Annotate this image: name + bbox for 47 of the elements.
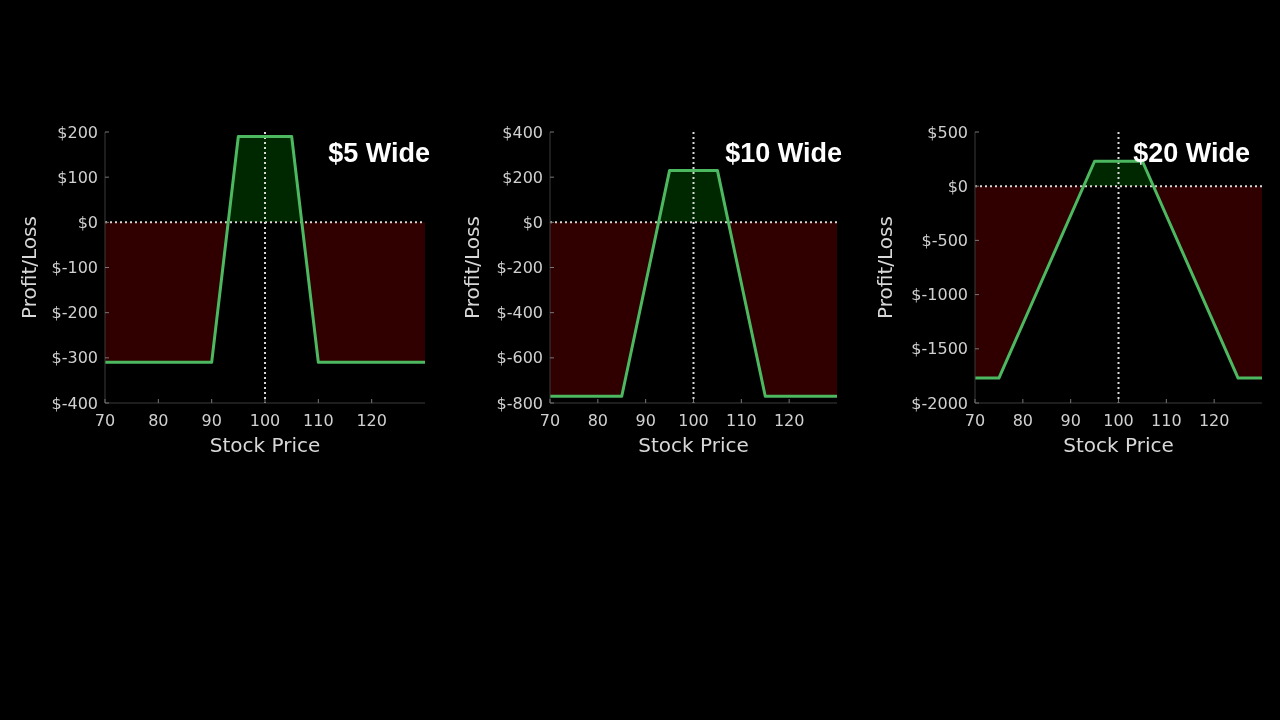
x-tick-label: 70 bbox=[94, 411, 116, 430]
x-tick-label: 100 bbox=[678, 411, 709, 430]
y-tick-label: $-300 bbox=[51, 348, 98, 368]
x-tick-label: 120 bbox=[773, 411, 805, 430]
y-tick-label: $0 bbox=[947, 176, 968, 196]
chart-title: $5 Wide bbox=[328, 138, 430, 168]
x-tick-label: 120 bbox=[356, 411, 387, 430]
y-tick-label: $200 bbox=[57, 122, 98, 142]
y-tick-label: $-800 bbox=[496, 393, 543, 413]
x-tick-label: 70 bbox=[964, 411, 986, 430]
x-tick-label: 80 bbox=[1012, 411, 1034, 430]
x-axis-title: Stock Price bbox=[209, 433, 321, 457]
x-tick-label: 90 bbox=[635, 411, 656, 430]
x-tick-label: 90 bbox=[201, 411, 222, 430]
x-axis-title: Stock Price bbox=[638, 433, 749, 457]
y-tick-label: $-2000 bbox=[911, 393, 968, 413]
y-tick-label: $-400 bbox=[51, 393, 98, 413]
x-tick-label: 110 bbox=[726, 411, 757, 430]
y-tick-label: $-1500 bbox=[911, 339, 968, 359]
x-tick-label: 100 bbox=[1103, 411, 1134, 430]
x-tick-label: 110 bbox=[303, 411, 334, 430]
y-tick-label: $200 bbox=[502, 167, 543, 187]
x-tick-label: 120 bbox=[1198, 411, 1230, 430]
y-tick-label: $0 bbox=[77, 212, 98, 232]
y-tick-label: $0 bbox=[522, 212, 543, 232]
y-axis-title: Profit/Loss bbox=[460, 216, 484, 319]
y-tick-label: $-600 bbox=[496, 348, 543, 368]
x-tick-label: 70 bbox=[539, 411, 561, 430]
y-tick-label: $400 bbox=[502, 122, 543, 142]
y-tick-label: $-200 bbox=[496, 258, 543, 278]
y-tick-label: $-1000 bbox=[911, 285, 968, 305]
x-tick-label: 80 bbox=[148, 411, 169, 430]
x-axis-title: Stock Price bbox=[1063, 433, 1174, 457]
y-tick-label: $-100 bbox=[51, 258, 98, 278]
y-axis-title: Profit/Loss bbox=[873, 216, 897, 319]
y-tick-label: $100 bbox=[57, 167, 98, 187]
y-tick-label: $-200 bbox=[51, 303, 98, 323]
x-tick-label: 100 bbox=[249, 411, 281, 430]
y-tick-label: $-500 bbox=[921, 231, 968, 250]
chart-title: $20 Wide bbox=[1133, 138, 1250, 168]
y-axis-title: Profit/Loss bbox=[17, 216, 41, 319]
y-tick-label: $500 bbox=[927, 122, 968, 142]
x-tick-label: 80 bbox=[587, 411, 609, 430]
x-tick-label: 90 bbox=[1060, 411, 1081, 430]
x-tick-label: 110 bbox=[1151, 411, 1182, 430]
y-tick-label: $-400 bbox=[496, 303, 543, 323]
chart-title: $10 Wide bbox=[725, 138, 842, 168]
